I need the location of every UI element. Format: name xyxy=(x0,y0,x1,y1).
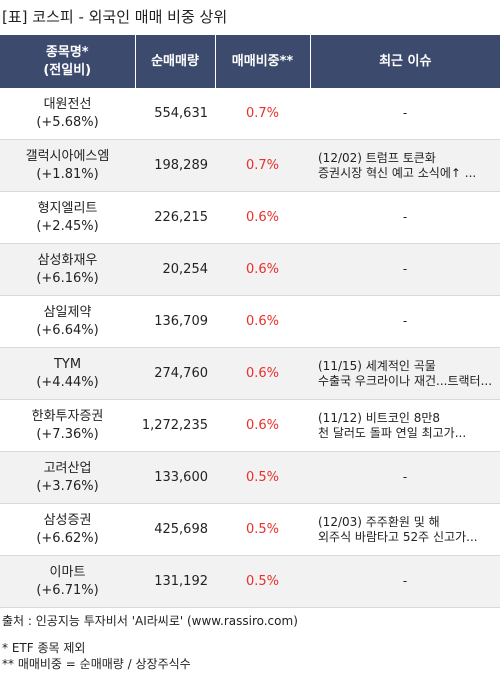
recent-issue-cell: - xyxy=(310,295,500,348)
page-title: [표] 코스피 - 외국인 매매 비중 상위 xyxy=(2,8,228,26)
stock-name-cell: 이마트 (+6.71%) xyxy=(0,555,135,608)
stock-change: (+6.64%) xyxy=(36,322,99,338)
trade-ratio: 0.6% xyxy=(215,399,310,452)
table-row: 대원전선 (+5.68%) 554,631 0.7% - xyxy=(0,88,500,140)
stock-name-cell: 삼성증권 (+6.62%) xyxy=(0,503,135,556)
stock-name: 고려산업 xyxy=(43,460,92,476)
trade-ratio: 0.7% xyxy=(215,88,310,140)
stock-name: 한화투자증권 xyxy=(31,408,104,424)
stock-name: 형지엘리트 xyxy=(37,200,98,216)
recent-issue-line1: (12/02) 트럼프 토큰화 xyxy=(318,150,436,165)
recent-issue-line2: 증권시장 혁신 예고 소식에↑ ... xyxy=(318,165,477,180)
recent-issue-line2: 외주식 바람타고 52주 신고가... xyxy=(318,529,478,544)
stock-change: (+6.71%) xyxy=(36,582,99,598)
recent-issue-line1: - xyxy=(402,314,408,328)
stock-change: (+2.45%) xyxy=(36,218,99,234)
table-row: 고려산업 (+3.76%) 133,600 0.5% - xyxy=(0,451,500,504)
stock-name-cell: 삼일제약 (+6.64%) xyxy=(0,295,135,348)
recent-issue-cell: - xyxy=(310,555,500,608)
header-name: 종목명* (전일비) xyxy=(0,35,136,88)
recent-issue-line1: (12/03) 주주환원 및 해 xyxy=(318,514,440,529)
stock-name-cell: 고려산업 (+3.76%) xyxy=(0,451,135,504)
recent-issue-line1: - xyxy=(402,262,408,276)
stock-name: 삼일제약 xyxy=(43,304,92,320)
stock-change: (+6.16%) xyxy=(36,270,99,286)
net-volume: 198,289 xyxy=(135,139,215,192)
net-volume: 133,600 xyxy=(135,451,215,504)
stock-change: (+5.68%) xyxy=(36,114,99,130)
table-row: 갤럭시아에스엠 (+1.81%) 198,289 0.7% (12/02) 트럼프 토큰… xyxy=(0,139,500,192)
header-name-line2: (전일비) xyxy=(43,62,92,78)
trade-ratio: 0.5% xyxy=(215,555,310,608)
net-volume: 425,698 xyxy=(135,503,215,556)
footnote-etf: * ETF 종목 제외 xyxy=(2,641,86,655)
trade-ratio: 0.6% xyxy=(215,243,310,296)
stock-name: 갤럭시아에스엠 xyxy=(25,148,110,164)
recent-issue-cell: - xyxy=(310,191,500,244)
net-volume: 136,709 xyxy=(135,295,215,348)
table-row: TYM (+4.44%) 274,760 0.6% (11/15) 세계적인 곡물 수출국… xyxy=(0,347,500,400)
stock-change: (+6.62%) xyxy=(36,530,99,546)
stock-name-cell: 갤럭시아에스엠 (+1.81%) xyxy=(0,139,135,192)
recent-issue-cell: - xyxy=(310,243,500,296)
table-row: 삼성화재우 (+6.16%) 20,254 0.6% - xyxy=(0,243,500,296)
net-volume: 274,760 xyxy=(135,347,215,400)
recent-issue-cell: - xyxy=(310,451,500,504)
recent-issue-cell: (12/02) 트럼프 토큰화 증권시장 혁신 예고 소식에↑ ... xyxy=(310,139,500,192)
header-ratio: 매매비중** xyxy=(215,35,311,88)
stock-name: TYM xyxy=(53,356,82,372)
trade-ratio: 0.7% xyxy=(215,139,310,192)
recent-issue-line1: - xyxy=(402,574,408,588)
net-volume: 131,192 xyxy=(135,555,215,608)
recent-issue-cell: (12/03) 주주환원 및 해 외주식 바람타고 52주 신고가... xyxy=(310,503,500,556)
trade-ratio: 0.6% xyxy=(215,191,310,244)
table-row: 삼일제약 (+6.64%) 136,709 0.6% - xyxy=(0,295,500,348)
stock-name-cell: 삼성화재우 (+6.16%) xyxy=(0,243,135,296)
header-volume: 순매매량 xyxy=(135,35,216,88)
table-header-row: 종목명* (전일비) 순매매량 매매비중** 최근 이슈 xyxy=(0,35,500,88)
footnote-ratio: ** 매매비중 = 순매매량 / 상장주식수 xyxy=(2,657,191,671)
net-volume: 1,272,235 xyxy=(135,399,215,452)
source-note: 출처 : 인공지능 투자비서 'AI라씨로' (www.rassiro.com) xyxy=(2,614,298,628)
recent-issue-cell: (11/12) 비트코인 8만8 천 달러도 돌파 연일 최고가... xyxy=(310,399,500,452)
stock-name-cell: TYM (+4.44%) xyxy=(0,347,135,400)
recent-issue-line2: 천 달러도 돌파 연일 최고가... xyxy=(318,425,467,440)
stock-change: (+7.36%) xyxy=(36,426,99,442)
stock-change: (+3.76%) xyxy=(36,478,99,494)
stock-change: (+1.81%) xyxy=(36,166,99,182)
recent-issue-line1: - xyxy=(402,470,408,484)
trade-ratio: 0.5% xyxy=(215,503,310,556)
net-volume: 226,215 xyxy=(135,191,215,244)
stock-name-cell: 대원전선 (+5.68%) xyxy=(0,88,135,140)
table-row: 형지엘리트 (+2.45%) 226,215 0.6% - xyxy=(0,191,500,244)
net-volume: 554,631 xyxy=(135,88,215,140)
recent-issue-line1: - xyxy=(402,106,408,120)
stock-name-cell: 형지엘리트 (+2.45%) xyxy=(0,191,135,244)
trade-ratio: 0.6% xyxy=(215,295,310,348)
foreign-trading-table: 종목명* (전일비) 순매매량 매매비중** 최근 이슈 대원전선 (+5.68%… xyxy=(0,35,500,608)
stock-name-cell: 한화투자증권 (+7.36%) xyxy=(0,399,135,452)
stock-name: 이마트 xyxy=(49,564,86,580)
header-issue: 최근 이슈 xyxy=(310,35,500,88)
trade-ratio: 0.6% xyxy=(215,347,310,400)
table-row: 이마트 (+6.71%) 131,192 0.5% - xyxy=(0,555,500,608)
stock-name: 삼성화재우 xyxy=(37,252,98,268)
recent-issue-line1: (11/15) 세계적인 곡물 xyxy=(318,358,436,373)
recent-issue-cell: - xyxy=(310,88,500,140)
stock-name: 대원전선 xyxy=(43,96,92,112)
stock-change: (+4.44%) xyxy=(36,374,99,390)
stock-name: 삼성증권 xyxy=(43,512,92,528)
recent-issue-line1: (11/12) 비트코인 8만8 xyxy=(318,410,441,425)
recent-issue-line2: 수출국 우크라이나 재건...트랙터... xyxy=(318,373,493,388)
net-volume: 20,254 xyxy=(135,243,215,296)
trade-ratio: 0.5% xyxy=(215,451,310,504)
table-row: 한화투자증권 (+7.36%) 1,272,235 0.6% (11/12) 비트코인 … xyxy=(0,399,500,452)
header-name-line1: 종목명* xyxy=(45,44,89,60)
recent-issue-line1: - xyxy=(402,210,408,224)
recent-issue-cell: (11/15) 세계적인 곡물 수출국 우크라이나 재건...트랙터... xyxy=(310,347,500,400)
